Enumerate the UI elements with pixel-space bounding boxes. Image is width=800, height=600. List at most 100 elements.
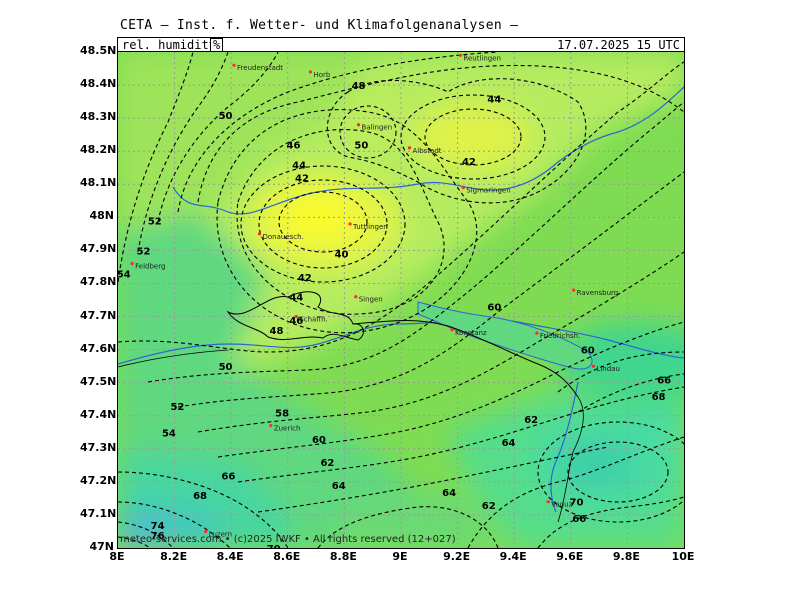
contour-value-label: 52 [137,246,151,257]
city-dot [204,529,208,534]
contour-value-label: 74 [151,521,165,532]
contour-value-label: 68 [652,392,666,403]
city-label: Lindau [596,365,619,373]
latitude-tick-label: 47N [89,540,114,553]
latitude-tick-label: 47.2N [80,473,117,487]
page-title: CETA — Inst. f. Wetter- und Klimafolgena… [120,18,519,33]
city-markers: Freudenstadt Horb Reutlingen Balingen Albsta… [130,53,620,538]
contour-value-label: 62 [482,501,496,512]
latitude-tick-label: 48N [89,209,114,223]
contour-value-label: 64 [502,438,516,449]
latitude-tick-label: 47.4N [80,407,117,421]
contour-value-label: 70 [267,544,281,548]
longitude-tick-label: 9E [392,550,408,563]
city-label: Freudenstadt [237,64,283,72]
contour-value-label: 54 [118,270,131,281]
city-label: Balingen [362,124,393,132]
city-dot [591,364,596,368]
city-dot [450,328,454,332]
contour-value-label: 42 [298,273,312,284]
city-dot [546,500,550,504]
contour-value-label: 44 [289,293,303,304]
latitude-tick-label: 48.1N [80,176,117,190]
city-label: Donauesch. [263,233,304,241]
city-dot [572,288,576,292]
valid-time: 17.07.2025 15 UTC [557,38,680,52]
city-dot [269,424,273,428]
city-dot [294,314,298,319]
contour-value-label: 42 [462,157,476,168]
contour-value-label: 44 [292,160,306,171]
contour-value-label: 46 [289,316,303,327]
longitude-tick-label: 9.2E [443,550,471,563]
contour-value-label: 52 [148,217,162,228]
city-label: Horb [313,71,330,79]
city-label: Vaduz [551,501,572,509]
latitude-tick-label: 48.4N [80,77,117,91]
latitude-tick-label: 47.7N [80,308,117,322]
humidity-map: 48 44 50 50 46 44 42 42 52 52 40 54 42 44 46 48 50 60 60 52… [118,52,684,548]
city-label: Konstanz [455,329,487,337]
contour-value-label: 40 [335,250,349,261]
city-dot [257,232,262,236]
contour-labels: 48 44 50 50 46 44 42 42 52 52 40 54 42 44 46 48 50 60 60 52… [118,81,671,548]
city-label: Ravensburg [577,289,619,297]
city-dot [308,70,313,74]
latitude-tick-label: 47.8N [80,275,117,289]
city-label: Luzern [209,530,232,538]
city-label: Albstadt [412,147,441,155]
contour-value-label: 60 [312,435,326,446]
contour-value-label: 52 [170,402,184,413]
contour-value-label: 48 [270,326,284,337]
contour-value-label: 66 [657,375,671,386]
contour-value-label: 42 [295,174,309,185]
city-dot [354,295,358,299]
contour-value-label: 66 [572,514,586,525]
contour-value-label: 60 [487,303,501,314]
contour-value-label: 64 [442,488,456,499]
contour-value-label: 68 [193,491,207,502]
contour-value-label: 46 [286,141,300,152]
longitude-tick-label: 10E [671,550,695,563]
contour-value-label: 54 [162,428,176,439]
contour-value-label: 70 [569,498,583,509]
map-panel[interactable]: 48 44 50 50 46 44 42 42 52 52 40 54 42 44 46 48 50 60 60 52… [117,51,685,549]
latitude-tick-label: 48.2N [80,143,117,157]
longitude-tick-label: 8.4E [216,550,244,563]
latitude-tick-label: 47.6N [80,341,117,355]
city-dot [356,123,361,127]
city-label: Tuttlingen [352,223,388,231]
unit-label: % [210,38,224,52]
humidity-isolines [118,52,684,548]
latitude-tick-label: 47.3N [80,440,117,454]
lat-lon-grid [118,52,684,548]
contour-value-label: 66 [221,471,235,482]
city-label: Reutlingen [463,54,501,62]
city-dot [348,222,352,226]
contour-value-label: 44 [487,94,501,105]
longitude-tick-label: 9.4E [499,550,527,563]
latitude-tick-label: 48.5N [80,44,117,57]
contour-value-label: 60 [581,346,595,357]
city-label: Feldberg [135,263,165,271]
parameter-label: rel. humidity [122,38,216,52]
contour-value-label: 62 [524,415,538,426]
copyright-footer: meteo-services.com • (c)2025 IWKF • All … [120,534,456,545]
city-dot [461,185,465,190]
contour-value-label: 62 [320,458,334,469]
city-dot [458,53,463,57]
longitude-tick-label: 9.6E [556,550,584,563]
city-label: Zuerich [274,425,301,433]
longitude-tick-label: 8.2E [160,550,188,563]
contour-value-label: 50 [354,141,368,152]
contour-value-label: 50 [219,362,233,373]
contour-value-label: 58 [275,408,289,419]
longitude-tick-label: 8E [109,550,125,563]
latitude-tick-label: 47.9N [80,242,117,256]
city-label: Sigmaringen [466,187,510,195]
contour-value-label: 64 [332,481,346,492]
city-dot [535,331,539,335]
latitude-tick-label: 47.1N [80,506,117,520]
longitude-tick-label: 8.6E [273,550,301,563]
longitude-tick-label: 8.8E [329,550,357,563]
